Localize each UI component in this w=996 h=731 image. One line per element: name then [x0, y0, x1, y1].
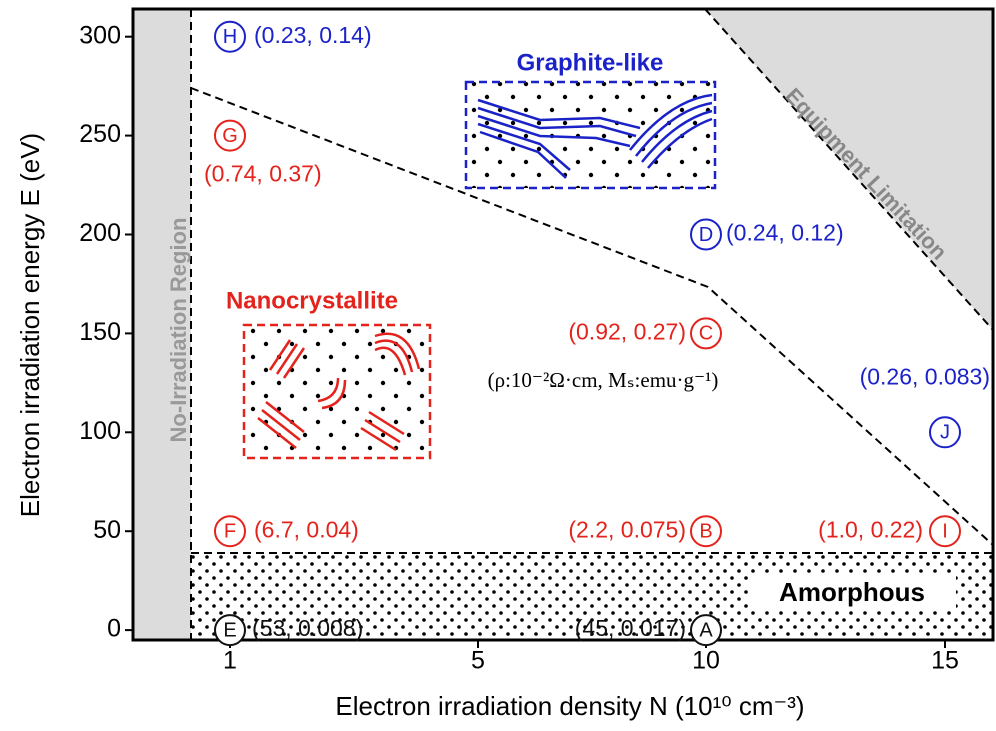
point-label: (2.2, 0.075)	[568, 516, 686, 542]
y-tick-label: 0	[107, 615, 121, 643]
point-letter: E	[223, 619, 236, 641]
nanocrystallite-inset	[244, 325, 430, 458]
y-tick-label: 300	[79, 21, 121, 49]
point-label: (6.7, 0.04)	[254, 516, 359, 542]
point-letter: I	[942, 520, 948, 542]
point-label: (0.74, 0.37)	[204, 161, 322, 187]
point-letter: D	[699, 224, 713, 246]
y-tick-label: 50	[93, 516, 121, 544]
point-letter: H	[223, 26, 237, 48]
point-letter: A	[699, 619, 713, 641]
x-tick-label: 1	[223, 647, 237, 675]
y-axis-title: Electron irradiation energy E (eV)	[15, 133, 45, 517]
x-tick-label: 15	[931, 647, 959, 675]
point-label: (45, 0.017)	[575, 615, 686, 641]
y-tick-label: 200	[79, 219, 121, 247]
point-letter: G	[222, 125, 238, 147]
point-label: (0.24, 0.12)	[726, 220, 844, 246]
point-label: (0.23, 0.14)	[254, 22, 372, 48]
graphite-inset	[466, 82, 715, 188]
point-letter: C	[699, 323, 713, 345]
unit-note: (ρ:10⁻²Ω·cm, Mₛ:emu·g⁻¹)	[488, 368, 719, 392]
y-tick-label: 150	[79, 318, 121, 346]
point-label: (1.0, 0.22)	[818, 516, 923, 542]
point-label: (0.26, 0.083)	[860, 363, 990, 389]
point-letter: B	[699, 520, 712, 542]
y-tick-label: 100	[79, 417, 121, 445]
x-tick-label: 10	[692, 647, 720, 675]
x-tick-label: 5	[471, 647, 485, 675]
region-label: No-Irradiation Region	[166, 218, 191, 443]
region-label: Nanocrystallite	[226, 287, 398, 314]
chart: No-Irradiation Region Equipment Limitati…	[0, 0, 996, 731]
point-letter: F	[224, 520, 236, 542]
y-tick-label: 250	[79, 120, 121, 148]
point-letter: J	[940, 422, 950, 444]
region-label: Amorphous	[779, 577, 925, 607]
region-label: Graphite-like	[517, 49, 664, 76]
x-axis-title: Electron irradiation density N (10¹⁰ cm⁻…	[335, 691, 804, 721]
point-label: (53, 0.008)	[252, 615, 363, 641]
point-label: (0.92, 0.27)	[568, 318, 686, 344]
